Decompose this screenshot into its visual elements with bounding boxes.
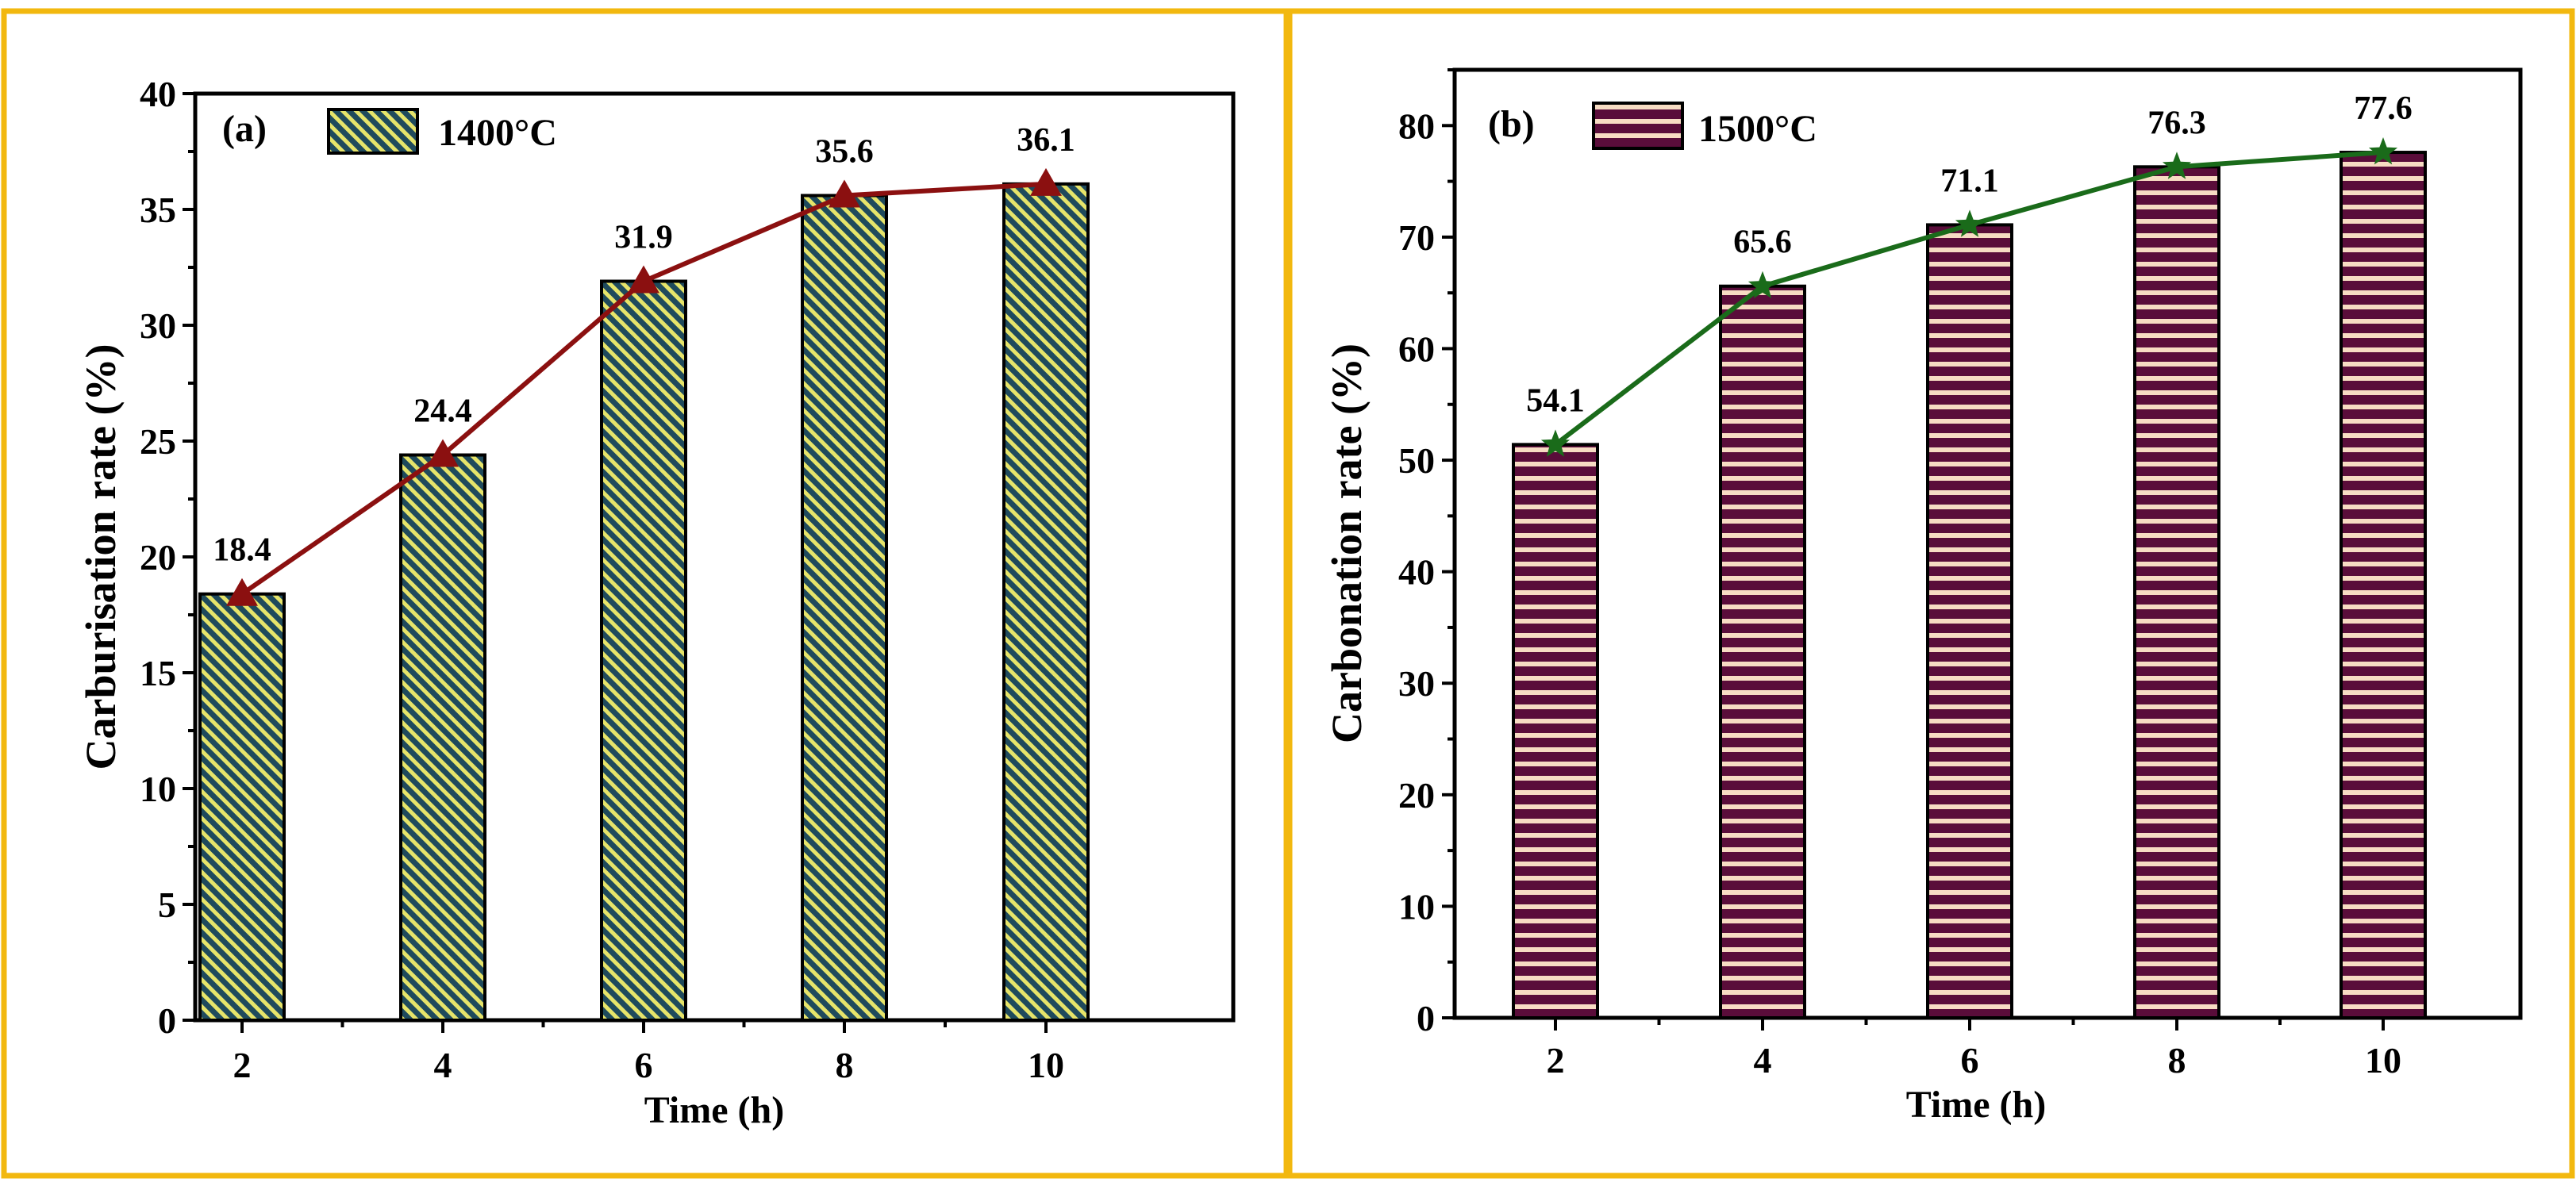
bar <box>2340 151 2427 1020</box>
y-tick-label: 70 <box>1398 217 1435 258</box>
x-tick-label: 10 <box>1028 1045 1064 1085</box>
panel-b-frame <box>1286 8 2575 1179</box>
data-label: 76.3 <box>2147 105 2206 141</box>
data-label: 35.6 <box>815 133 874 170</box>
bar <box>198 592 286 1022</box>
chart-panel-a: 0 5 10 15 20 25 30 35 40 18.4 24.4 31.9 35.6 36.1 2 4… <box>77 74 1236 1131</box>
bars-a <box>198 182 1090 1023</box>
data-label: 77.6 <box>2354 90 2413 127</box>
panel-label-b: (b) <box>1488 103 1535 145</box>
y-tick-label: 20 <box>140 537 176 578</box>
y-tick-label: 60 <box>1398 328 1435 369</box>
panel-label-a: (a) <box>222 108 267 150</box>
trend-line-b <box>1540 137 2398 457</box>
y-tick-label: 15 <box>140 653 176 693</box>
y-tick-label: 5 <box>158 885 176 925</box>
triangle-marker <box>829 179 860 208</box>
bar <box>1002 182 1090 1022</box>
triangle-marker <box>226 578 258 606</box>
data-label: 65.6 <box>1733 225 1792 261</box>
panel-a-frame <box>1 8 1290 1179</box>
legend-swatch-b <box>1592 102 1684 150</box>
data-label: 24.4 <box>413 393 472 430</box>
data-label: 71.1 <box>1940 163 1999 199</box>
y-tick-label: 30 <box>140 305 176 346</box>
data-label: 36.1 <box>1017 122 1075 159</box>
trend-line-a <box>226 167 1062 606</box>
triangle-marker <box>1030 167 1062 196</box>
x-tick-label: 10 <box>2365 1040 2401 1080</box>
legend-label-a: 1400°C <box>438 112 557 154</box>
bar <box>801 194 888 1023</box>
x-tick-label: 6 <box>635 1045 653 1085</box>
x-tick-label: 8 <box>836 1045 854 1085</box>
y-tick-label: 80 <box>1398 106 1435 146</box>
x-tick-label: 4 <box>1754 1040 1772 1080</box>
legend-label-b: 1500°C <box>1698 108 1817 150</box>
x-axis-label-a: Time (h) <box>644 1089 784 1131</box>
y-axis-label-b: Carbonation rate (%) <box>1323 344 1371 743</box>
star-marker <box>2162 152 2192 179</box>
x-tick-label: 2 <box>233 1045 252 1085</box>
bar <box>1719 284 1806 1020</box>
y-tick-label: 0 <box>1417 998 1435 1038</box>
data-label: 31.9 <box>614 220 673 256</box>
x-axis-label-b: Time (h) <box>1906 1084 2046 1126</box>
triangle-marker <box>628 265 659 294</box>
y-axis-label-a: Carburisation rate (%) <box>77 344 125 770</box>
y-tick-label: 30 <box>1398 663 1435 704</box>
star-marker <box>1955 209 1985 237</box>
y-tick-label: 25 <box>140 421 176 462</box>
bar <box>2133 165 2220 1019</box>
data-labels-b: 54.1 65.6 71.1 76.3 77.6 <box>1526 90 2413 419</box>
x-tick-label: 2 <box>1547 1040 1565 1080</box>
y-tick-label: 35 <box>140 190 176 230</box>
x-axis-ticks-b: 2 4 6 8 10 <box>1547 1018 2401 1080</box>
star-marker <box>2368 137 2398 165</box>
y-tick-label: 40 <box>1398 552 1435 593</box>
bar <box>399 453 486 1022</box>
data-label: 54.1 <box>1526 382 1585 419</box>
y-tick-label: 50 <box>1398 440 1435 481</box>
star-marker <box>1747 271 1778 299</box>
y-tick-label: 10 <box>1398 886 1435 927</box>
x-tick-label: 8 <box>2168 1040 2186 1080</box>
data-labels-a: 18.4 24.4 31.9 35.6 36.1 <box>213 122 1075 569</box>
x-axis-ticks-a: 2 4 6 8 10 <box>233 1020 1064 1085</box>
y-tick-label: 10 <box>140 769 176 809</box>
bar <box>1512 443 1599 1019</box>
y-axis-ticks-a: 0 5 10 15 20 25 30 35 40 <box>140 74 195 1041</box>
bar <box>1926 223 2013 1019</box>
y-axis-ticks-b: 0 10 20 30 40 50 60 70 80 <box>1398 68 1455 1038</box>
bars-b <box>1512 151 2427 1020</box>
y-tick-label: 20 <box>1398 775 1435 816</box>
star-marker <box>1540 429 1571 457</box>
legend-swatch-a <box>327 108 419 155</box>
chart-panel-b: 0 10 20 30 40 50 60 70 80 54.1 65.6 71.1 76.3 77.6 2… <box>1323 67 2523 1126</box>
triangle-marker <box>427 439 459 467</box>
y-tick-label: 40 <box>140 74 176 114</box>
x-tick-label: 4 <box>434 1045 452 1085</box>
x-tick-label: 6 <box>1961 1040 1979 1080</box>
data-label: 18.4 <box>213 532 271 569</box>
bar <box>600 279 687 1022</box>
y-tick-label: 0 <box>158 1000 176 1041</box>
